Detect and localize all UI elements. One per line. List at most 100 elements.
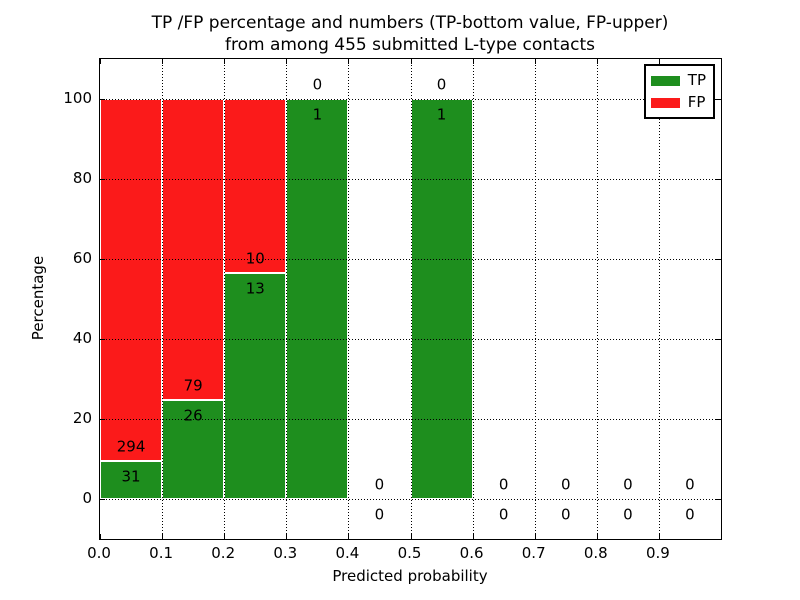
y-axis-label: Percentage [29,255,47,341]
bar-segment-fp [162,99,225,400]
x-tick-mark [348,534,350,539]
fp-count-label: 0 [623,475,633,494]
gridline-vertical [348,59,350,539]
gridline-vertical [472,59,474,539]
fp-count-label: 0 [312,75,323,94]
x-tick-mark [658,534,660,539]
gridline-vertical [224,59,226,539]
y-tick-label: 40 [72,329,92,347]
y-tick-mark [716,339,721,340]
x-tick-mark [100,534,101,539]
x-tick-mark [596,59,598,64]
chart-title: TP /FP percentage and numbers (TP-bottom… [99,12,721,56]
y-tick-label: 60 [72,249,92,267]
tp-count-label: 0 [374,505,385,524]
x-axis-label: Predicted probability [332,567,488,585]
gridline-horizontal [100,99,721,100]
y-tick-mark [100,179,105,180]
gridline-vertical [658,59,660,539]
bar-segment-tp [410,99,473,499]
y-tick-mark [716,179,721,180]
tp-count-label: 1 [312,105,323,124]
x-tick-mark [410,59,412,64]
gridline-horizontal [100,179,721,180]
x-tick-mark [410,534,412,539]
x-tick-mark [286,59,288,64]
x-tick-label: 0.6 [459,544,484,562]
fp-count-label: 294 [116,437,146,456]
x-tick-mark [100,59,101,64]
legend-label-fp: FP [687,93,706,111]
fp-count-label: 0 [436,75,447,94]
bar-segment-fp [224,99,287,273]
y-tick-mark [716,259,721,260]
x-tick-mark [534,534,536,539]
x-tick-label: 0.3 [273,544,298,562]
legend-swatch-fp-icon [650,97,680,108]
gridline-vertical [534,59,536,539]
y-tick-mark [100,499,105,500]
x-tick-mark [162,59,164,64]
x-tick-mark [472,59,474,64]
x-tick-label: 0.1 [149,544,174,562]
tp-count-label: 13 [245,279,265,298]
gridline-vertical [162,59,164,539]
tp-count-label: 0 [685,505,695,524]
gridline-vertical [410,59,412,539]
tp-count-label: 0 [498,505,509,524]
y-tick-mark [100,339,105,340]
fp-count-label: 0 [374,475,385,494]
x-tick-mark [534,59,536,64]
bar-segment-tp [286,99,349,499]
legend-label-tp: TP [687,71,706,89]
y-tick-mark [716,499,721,500]
y-tick-mark [716,419,721,420]
gridline-vertical [286,59,288,539]
y-tick-mark [100,99,105,100]
x-tick-mark [348,59,350,64]
x-tick-mark [162,534,164,539]
bar-segment-tp [162,399,225,499]
x-tick-mark [224,534,226,539]
gridline-horizontal [100,259,721,260]
gridline-horizontal [100,499,721,500]
x-tick-mark [472,534,474,539]
x-tick-mark [224,59,226,64]
y-tick-label: 20 [72,409,92,427]
tp-count-label: 1 [436,105,447,124]
y-tick-mark [716,99,721,100]
y-tick-mark [100,419,105,420]
x-tick-mark [286,534,288,539]
x-tick-label: 0.0 [87,544,111,562]
y-tick-label: 100 [63,89,92,107]
legend-item-fp: FP [650,93,706,111]
plot-area: TP FP 294 31 79 26 10 13 0 1 0 0 0 1 0 0 0 0 0 0 0 0 [99,58,722,540]
bar-segment-fp [100,99,163,461]
legend-swatch-tp-icon [650,75,680,86]
tp-count-label: 26 [183,406,203,425]
gridline-horizontal [100,419,721,420]
fp-count-label: 0 [685,475,695,494]
y-tick-label: 0 [82,489,92,507]
fp-count-label: 10 [245,249,265,268]
x-tick-mark [596,534,598,539]
gridline-vertical [596,59,598,539]
y-tick-label: 80 [72,169,92,187]
bar-segment-tp [224,272,287,499]
tp-count-label: 0 [560,505,571,524]
fp-count-label: 79 [183,376,203,395]
legend: TP FP [643,64,715,119]
y-tick-mark [100,259,105,260]
tp-count-label: 0 [623,505,633,524]
x-tick-label: 0.5 [397,544,422,562]
chart-title-line1: TP /FP percentage and numbers (TP-bottom… [151,13,669,33]
legend-item-tp: TP [650,71,706,89]
fp-count-label: 0 [498,475,509,494]
x-tick-mark [658,59,660,64]
chart-title-line2: from among 455 submitted L-type contacts [224,35,595,55]
gridline-horizontal [100,339,721,340]
x-tick-label: 0.4 [335,544,360,562]
x-tick-label: 0.8 [583,544,608,562]
x-tick-label: 0.2 [211,544,236,562]
